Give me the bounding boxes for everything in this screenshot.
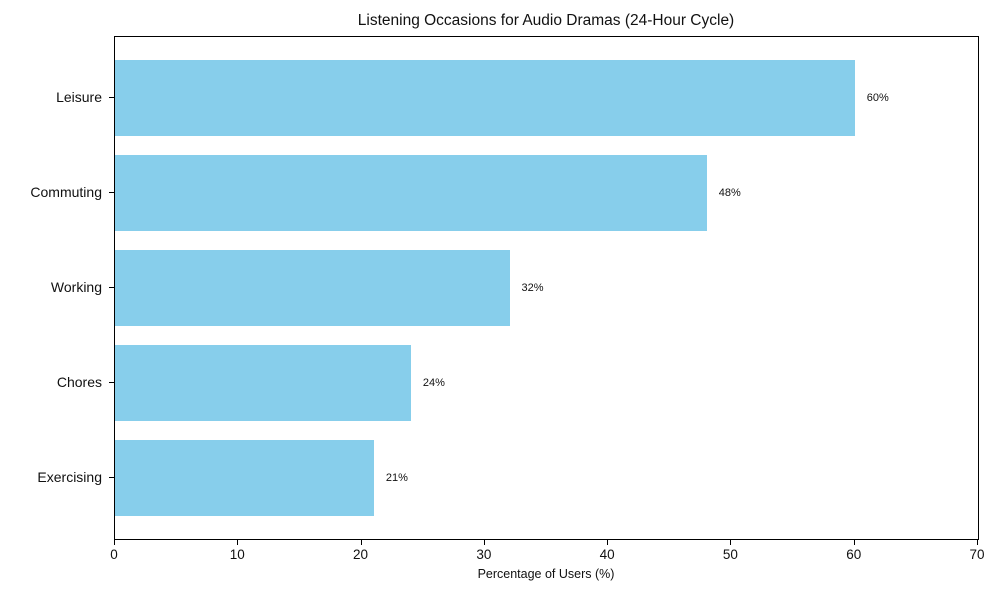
y-tick-mark — [109, 96, 114, 98]
value-label: 48% — [718, 186, 741, 199]
bar — [115, 345, 411, 422]
value-label: 32% — [521, 282, 544, 294]
bar — [115, 59, 855, 136]
x-tick-mark — [730, 540, 732, 545]
y-tick-mark — [109, 191, 114, 193]
value-label: 21% — [385, 472, 408, 485]
x-tick-mark — [237, 540, 239, 545]
y-tick-mark — [109, 382, 114, 384]
y-tick-label: Chores — [56, 374, 102, 391]
value-label: 60% — [866, 91, 889, 104]
x-tick-mark — [977, 540, 978, 545]
x-tick-label: 60 — [846, 547, 862, 562]
chart-title: Listening Occasions for Audio Dramas (24… — [357, 12, 735, 29]
y-tick-mark — [109, 287, 114, 288]
x-tick-label: 20 — [353, 547, 369, 562]
y-tick-label: Working — [50, 279, 102, 295]
x-tick-mark — [114, 540, 115, 545]
bar — [115, 154, 707, 231]
x-tick-label: 40 — [599, 547, 615, 562]
value-label: 24% — [422, 377, 445, 390]
y-tick-label: Exercising — [37, 469, 102, 486]
y-tick-label: Leisure — [56, 88, 102, 105]
x-axis-label: Percentage of Users (%) — [477, 567, 615, 581]
x-tick-label: 70 — [969, 547, 985, 562]
x-tick-label: 50 — [722, 547, 738, 562]
x-tick-mark — [360, 540, 362, 545]
x-tick-mark — [483, 540, 485, 545]
plot-area: 60% 48% 32% 24% 21% — [114, 36, 979, 540]
y-tick-mark — [109, 477, 114, 479]
x-tick-label: 0 — [110, 547, 118, 562]
x-tick-mark — [607, 540, 609, 545]
y-tick-label: Commuting — [30, 183, 102, 200]
bar — [115, 249, 510, 327]
x-tick-mark — [853, 540, 855, 545]
bar — [115, 440, 374, 517]
x-tick-label: 10 — [229, 547, 245, 562]
x-tick-label: 30 — [476, 547, 492, 562]
